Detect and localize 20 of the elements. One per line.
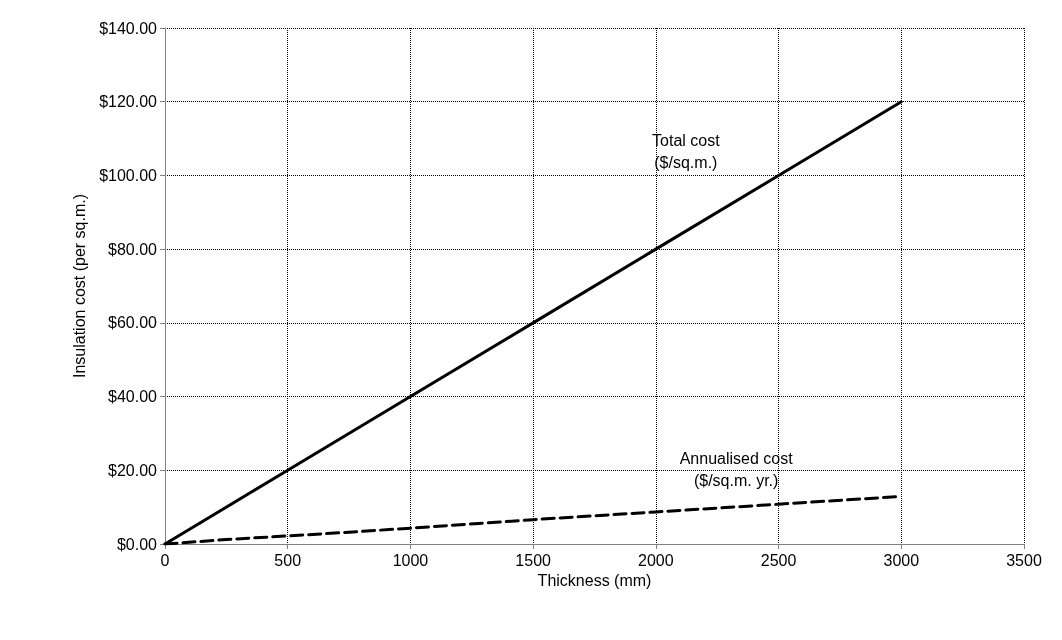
y-tick-label: $60.00 bbox=[108, 314, 158, 332]
y-tick-label: $40.00 bbox=[108, 388, 158, 406]
y-tick-label: $20.00 bbox=[108, 461, 158, 479]
text: Total cost ($/sq.m.) bbox=[652, 131, 721, 171]
x-tick-label: 1000 bbox=[392, 551, 429, 569]
x-tick-label: 1500 bbox=[515, 551, 552, 569]
y-tick-label: $120.00 bbox=[99, 93, 158, 111]
series-label: Annualised cost ($/sq.m. yr.) bbox=[679, 450, 794, 490]
x-tick-label: 2000 bbox=[638, 551, 674, 569]
x-axis-title: Thickness (mm) bbox=[537, 572, 652, 590]
x-tick-label: 2500 bbox=[760, 551, 797, 569]
y-tick-label: $100.00 bbox=[99, 166, 158, 184]
x-tick-label: 0 bbox=[160, 551, 170, 569]
x-tick-label: 3500 bbox=[1006, 551, 1042, 569]
y-tick-label: $80.00 bbox=[108, 240, 158, 258]
y-tick-label: $0.00 bbox=[116, 535, 158, 553]
y-axis-title: Insulation cost (per sq.m.) bbox=[70, 193, 88, 379]
x-tick-label: 3000 bbox=[883, 551, 920, 569]
x-tick-label: 500 bbox=[274, 551, 302, 569]
y-tick-label: $140.00 bbox=[99, 19, 158, 37]
